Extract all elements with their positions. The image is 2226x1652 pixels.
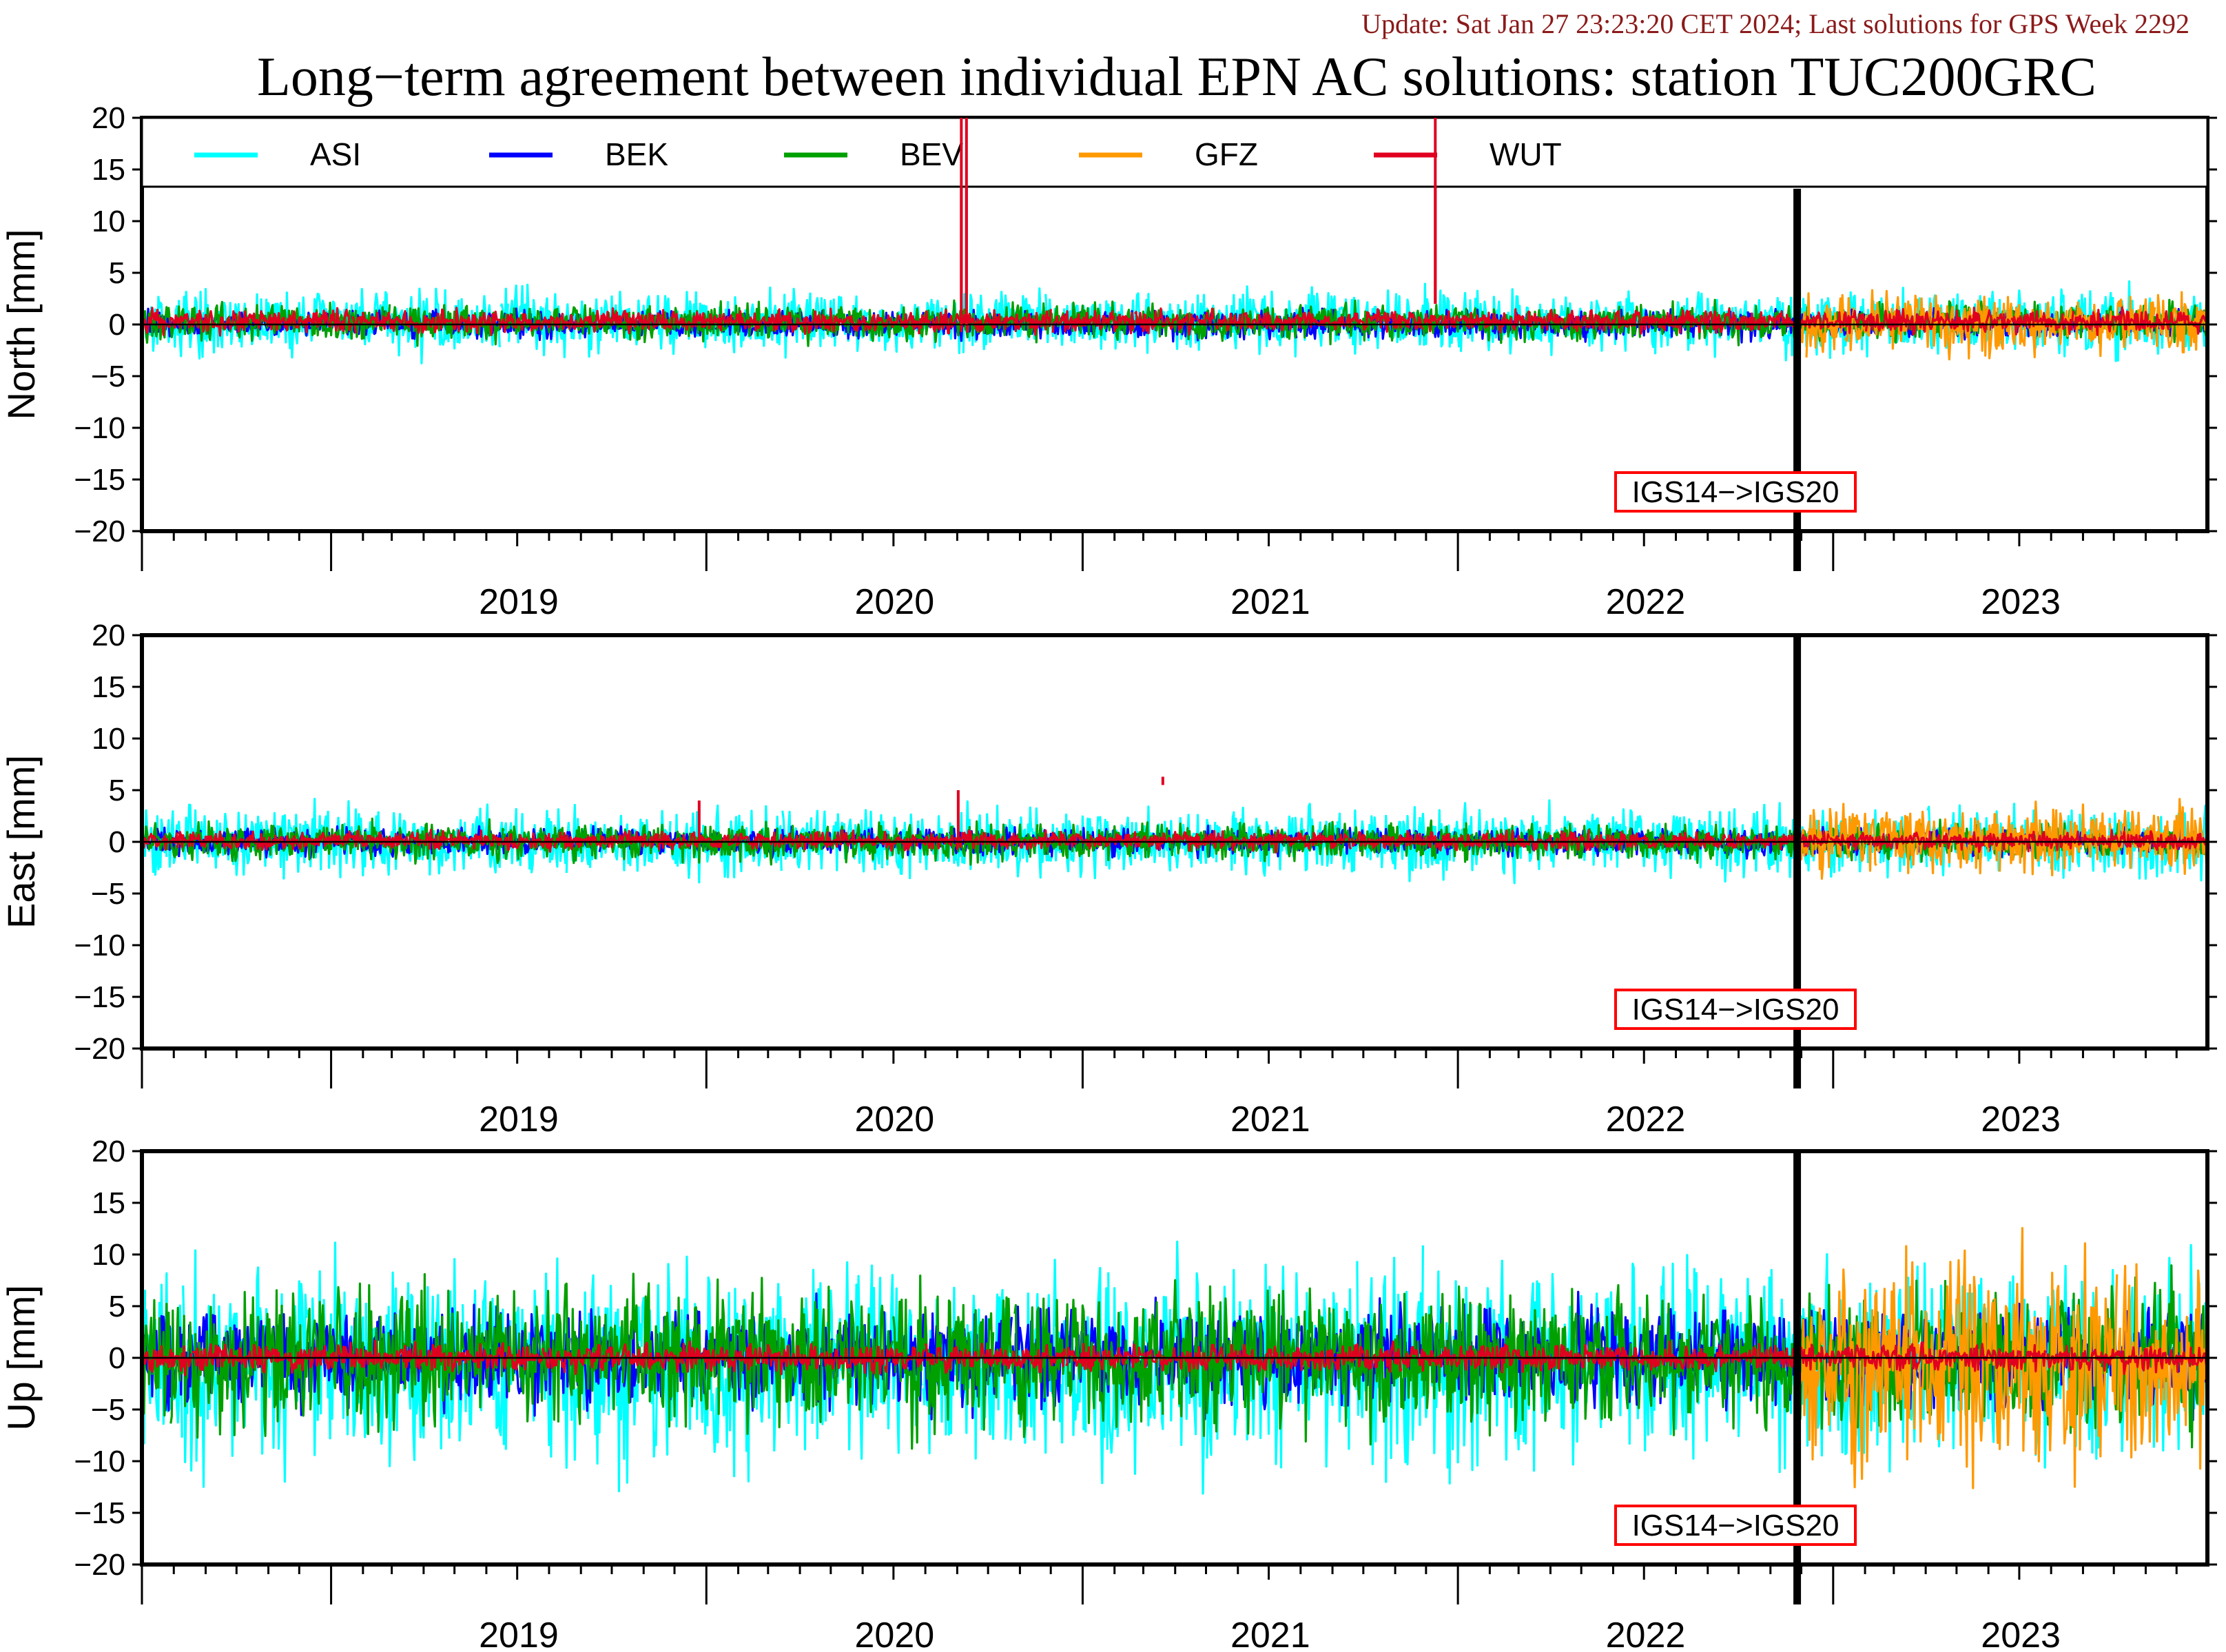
y-axis-label: North [mm]: [0, 229, 43, 420]
panel-0: IGS14−>IGS20 20 15 10 5 0 −5 −10 −15 −20 North [mm…: [0, 101, 2217, 622]
legend-label-WUT: WUT: [1490, 136, 1562, 172]
y-tick-label: −10: [74, 1445, 125, 1478]
chart-title: Long−term agreement between individual E…: [257, 47, 2096, 107]
x-tick-label: 2020: [855, 582, 935, 622]
y-tick-label: 20: [92, 1135, 125, 1168]
y-tick-label: −15: [74, 980, 125, 1014]
y-tick-label: 5: [109, 256, 125, 290]
x-tick-label: 2021: [1230, 1615, 1310, 1652]
series-group: [142, 1227, 2207, 1495]
y-tick-label: 15: [92, 670, 125, 704]
y-tick-label: 5: [109, 774, 125, 807]
x-tick-label: 2022: [1606, 1099, 1686, 1139]
y-tick-label: 0: [109, 308, 125, 342]
y-tick-label: 10: [92, 205, 125, 238]
x-tick-label: 2020: [855, 1615, 935, 1652]
y-tick-label: −15: [74, 1496, 125, 1530]
y-tick-label: −10: [74, 411, 125, 445]
y-tick-label: 20: [92, 101, 125, 135]
legend-label-BEK: BEK: [605, 136, 668, 172]
frame-change-box: [1614, 989, 1857, 1030]
series-group: [142, 776, 2207, 885]
frame-change-label: IGS14−>IGS20: [1632, 1509, 1839, 1542]
x-tick-label: 2023: [1981, 1099, 2061, 1139]
y-tick-label: −20: [74, 1548, 125, 1582]
legend: ASI BEK BEV GFZ WUT: [141, 116, 2209, 324]
frame-change-label: IGS14−>IGS20: [1632, 475, 1839, 509]
y-axis-label: East [mm]: [0, 755, 43, 929]
y-tick-label: −10: [74, 929, 125, 962]
y-tick-label: −15: [74, 463, 125, 497]
y-tick-label: −5: [91, 1393, 125, 1427]
y-tick-label: 10: [92, 722, 125, 756]
panels-group: IGS14−>IGS20 20 15 10 5 0 −5 −10 −15 −20 North [mm…: [0, 101, 2217, 1652]
y-tick-label: 15: [92, 1186, 125, 1220]
y-tick-label: −5: [91, 877, 125, 911]
x-tick-label: 2023: [1981, 1615, 2061, 1652]
frame-change-box: [1614, 471, 1857, 513]
y-tick-label: 15: [92, 153, 125, 187]
y-tick-label: 5: [109, 1290, 125, 1323]
y-tick-label: 20: [92, 619, 125, 652]
legend-label-GFZ: GFZ: [1195, 136, 1258, 172]
y-tick-label: −20: [74, 1032, 125, 1066]
x-tick-label: 2019: [479, 582, 559, 622]
frame-change-label: IGS14−>IGS20: [1632, 993, 1839, 1026]
series-line-GFZ: [1796, 289, 2207, 361]
y-tick-label: −5: [91, 360, 125, 393]
y-axis-label: Up [mm]: [0, 1285, 43, 1431]
y-tick-label: 0: [109, 1341, 125, 1375]
y-tick-label: 10: [92, 1238, 125, 1272]
legend-label-BEV: BEV: [900, 136, 963, 172]
panel-2: IGS14−>IGS20 20 15 10 5 0 −5 −10 −15 −20 Up [mm] 20…: [0, 1135, 2217, 1652]
x-tick-label: 2019: [479, 1099, 559, 1139]
y-tick-label: 0: [109, 825, 125, 859]
x-tick-label: 2023: [1981, 582, 2061, 622]
x-tick-label: 2021: [1230, 582, 1310, 622]
x-tick-label: 2022: [1606, 1615, 1686, 1652]
frame-change-box: [1614, 1505, 1857, 1546]
x-tick-label: 2021: [1230, 1099, 1310, 1139]
panel-1: IGS14−>IGS20 20 15 10 5 0 −5 −10 −15 −20 East [mm]…: [0, 619, 2217, 1139]
x-tick-label: 2022: [1606, 582, 1686, 622]
update-text: Update: Sat Jan 27 23:23:20 CET 2024; La…: [1361, 8, 2189, 39]
y-tick-label: −20: [74, 515, 125, 548]
legend-label-ASI: ASI: [310, 136, 361, 172]
x-tick-label: 2019: [479, 1615, 559, 1652]
x-tick-label: 2020: [855, 1099, 935, 1139]
legend-box: [141, 116, 2209, 188]
